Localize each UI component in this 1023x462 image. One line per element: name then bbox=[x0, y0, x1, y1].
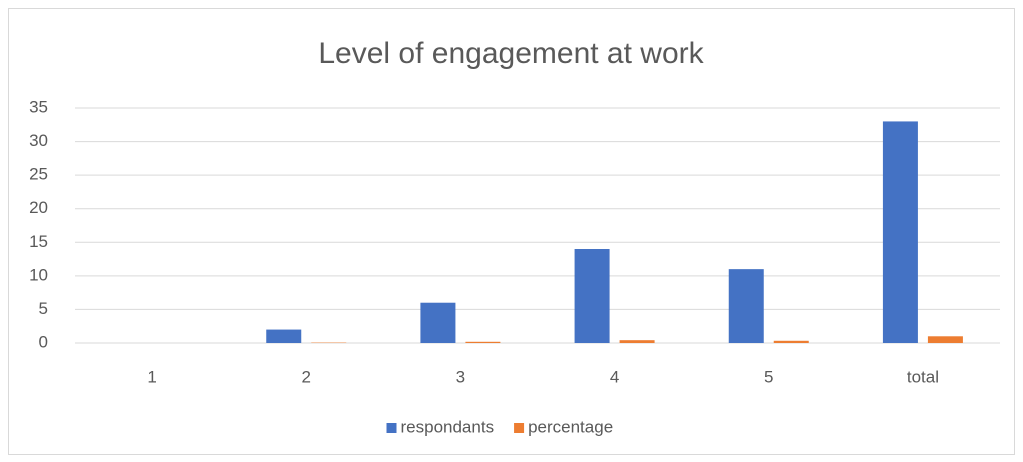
x-tick-label: 2 bbox=[302, 367, 311, 386]
bar bbox=[266, 329, 302, 343]
chart-title: Level of engagement at work bbox=[318, 37, 704, 70]
y-tick-label: 35 bbox=[29, 97, 48, 116]
y-tick-label: 0 bbox=[39, 332, 48, 351]
bar bbox=[619, 340, 655, 343]
legend-swatch bbox=[386, 423, 397, 433]
bar bbox=[465, 341, 501, 343]
bar bbox=[773, 340, 809, 343]
x-tick-label: total bbox=[907, 367, 939, 386]
y-tick-label: 30 bbox=[29, 131, 48, 150]
y-tick-label: 5 bbox=[39, 299, 48, 318]
legend-label: respondants bbox=[401, 417, 495, 436]
y-tick-label: 10 bbox=[29, 265, 48, 284]
bar bbox=[927, 336, 963, 343]
x-tick-label: 3 bbox=[456, 367, 465, 386]
y-tick-label: 15 bbox=[29, 232, 48, 251]
bar bbox=[882, 121, 918, 343]
bar bbox=[420, 302, 456, 343]
y-tick-label: 25 bbox=[29, 165, 48, 184]
chart-border bbox=[8, 8, 1015, 455]
bar bbox=[574, 249, 610, 343]
x-tick-label: 5 bbox=[764, 367, 773, 386]
x-tick-label: 4 bbox=[610, 367, 619, 386]
y-tick-label: 20 bbox=[29, 198, 48, 217]
x-tick-label: 1 bbox=[147, 367, 156, 386]
bar bbox=[728, 269, 764, 343]
legend-label: percentage bbox=[528, 417, 613, 436]
legend-swatch bbox=[514, 423, 525, 433]
